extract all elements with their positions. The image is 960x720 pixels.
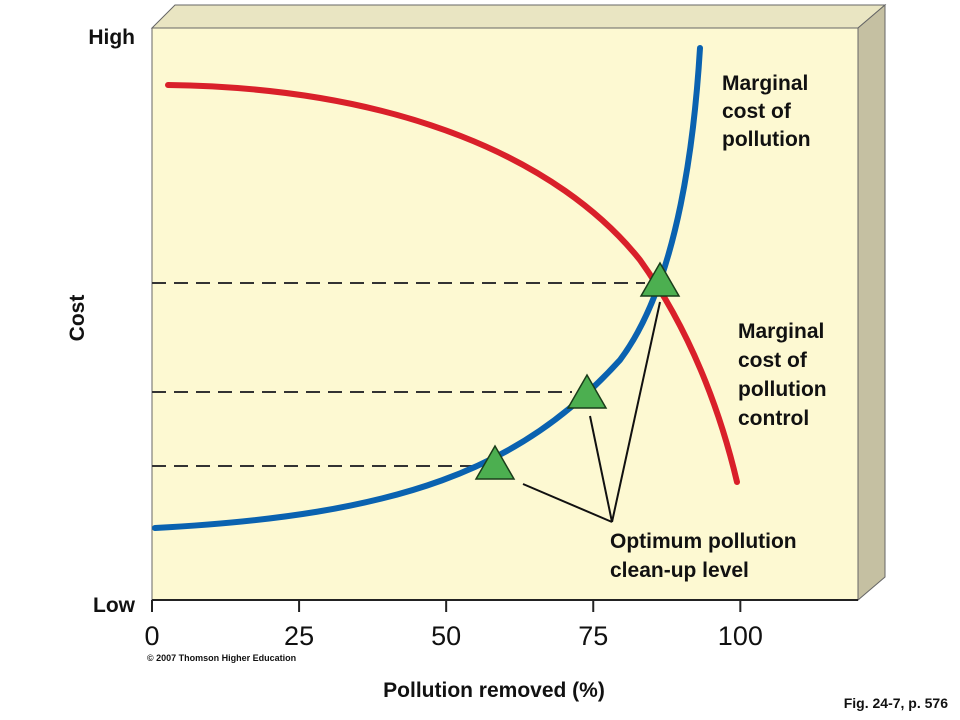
marginal-cost-pollution-curve xyxy=(165,82,740,485)
x-tick-label: 0 xyxy=(144,621,159,651)
optimum-marker xyxy=(639,261,681,297)
x-tick-label: 50 xyxy=(431,621,461,651)
x-tick-label: 100 xyxy=(718,621,763,651)
plot-area xyxy=(151,27,859,601)
x-axis-label: Pollution removed (%) xyxy=(383,679,605,702)
annotation: Marginal xyxy=(722,72,808,95)
optimum-marker xyxy=(566,373,608,409)
triangles xyxy=(474,261,681,480)
annotation: pollution xyxy=(738,378,827,401)
x-tick-label: 25 xyxy=(284,621,314,651)
x-tick-label: 75 xyxy=(578,621,608,651)
annotation: control xyxy=(738,407,809,430)
y-high-label: High xyxy=(88,26,135,49)
annotation: pollution xyxy=(722,128,811,151)
pointer-line xyxy=(522,483,613,523)
y-low-label: Low xyxy=(93,594,136,617)
figure-ref: Fig. 24-7, p. 576 xyxy=(844,695,948,711)
optimum-marker xyxy=(474,444,516,480)
dashed-guides xyxy=(152,282,645,467)
pointer-line xyxy=(589,415,613,523)
copyright: © 2007 Thomson Higher Education xyxy=(147,653,296,663)
plot-side-face xyxy=(857,3,886,602)
annotations: Marginal cost of pollution Marginal cost of p… xyxy=(610,72,827,582)
annotation: cost of xyxy=(722,100,792,123)
plot-top-face xyxy=(150,4,887,29)
y-axis-label: Cost xyxy=(66,295,89,342)
annotation: Optimum pollution xyxy=(610,530,797,553)
pointer-line xyxy=(611,301,661,523)
pointer-lines xyxy=(522,301,661,523)
annotation: Marginal xyxy=(738,320,824,343)
annotation: cost of xyxy=(738,349,808,372)
annotation: clean-up level xyxy=(610,559,749,582)
marginal-cost-control-curve xyxy=(152,45,703,531)
